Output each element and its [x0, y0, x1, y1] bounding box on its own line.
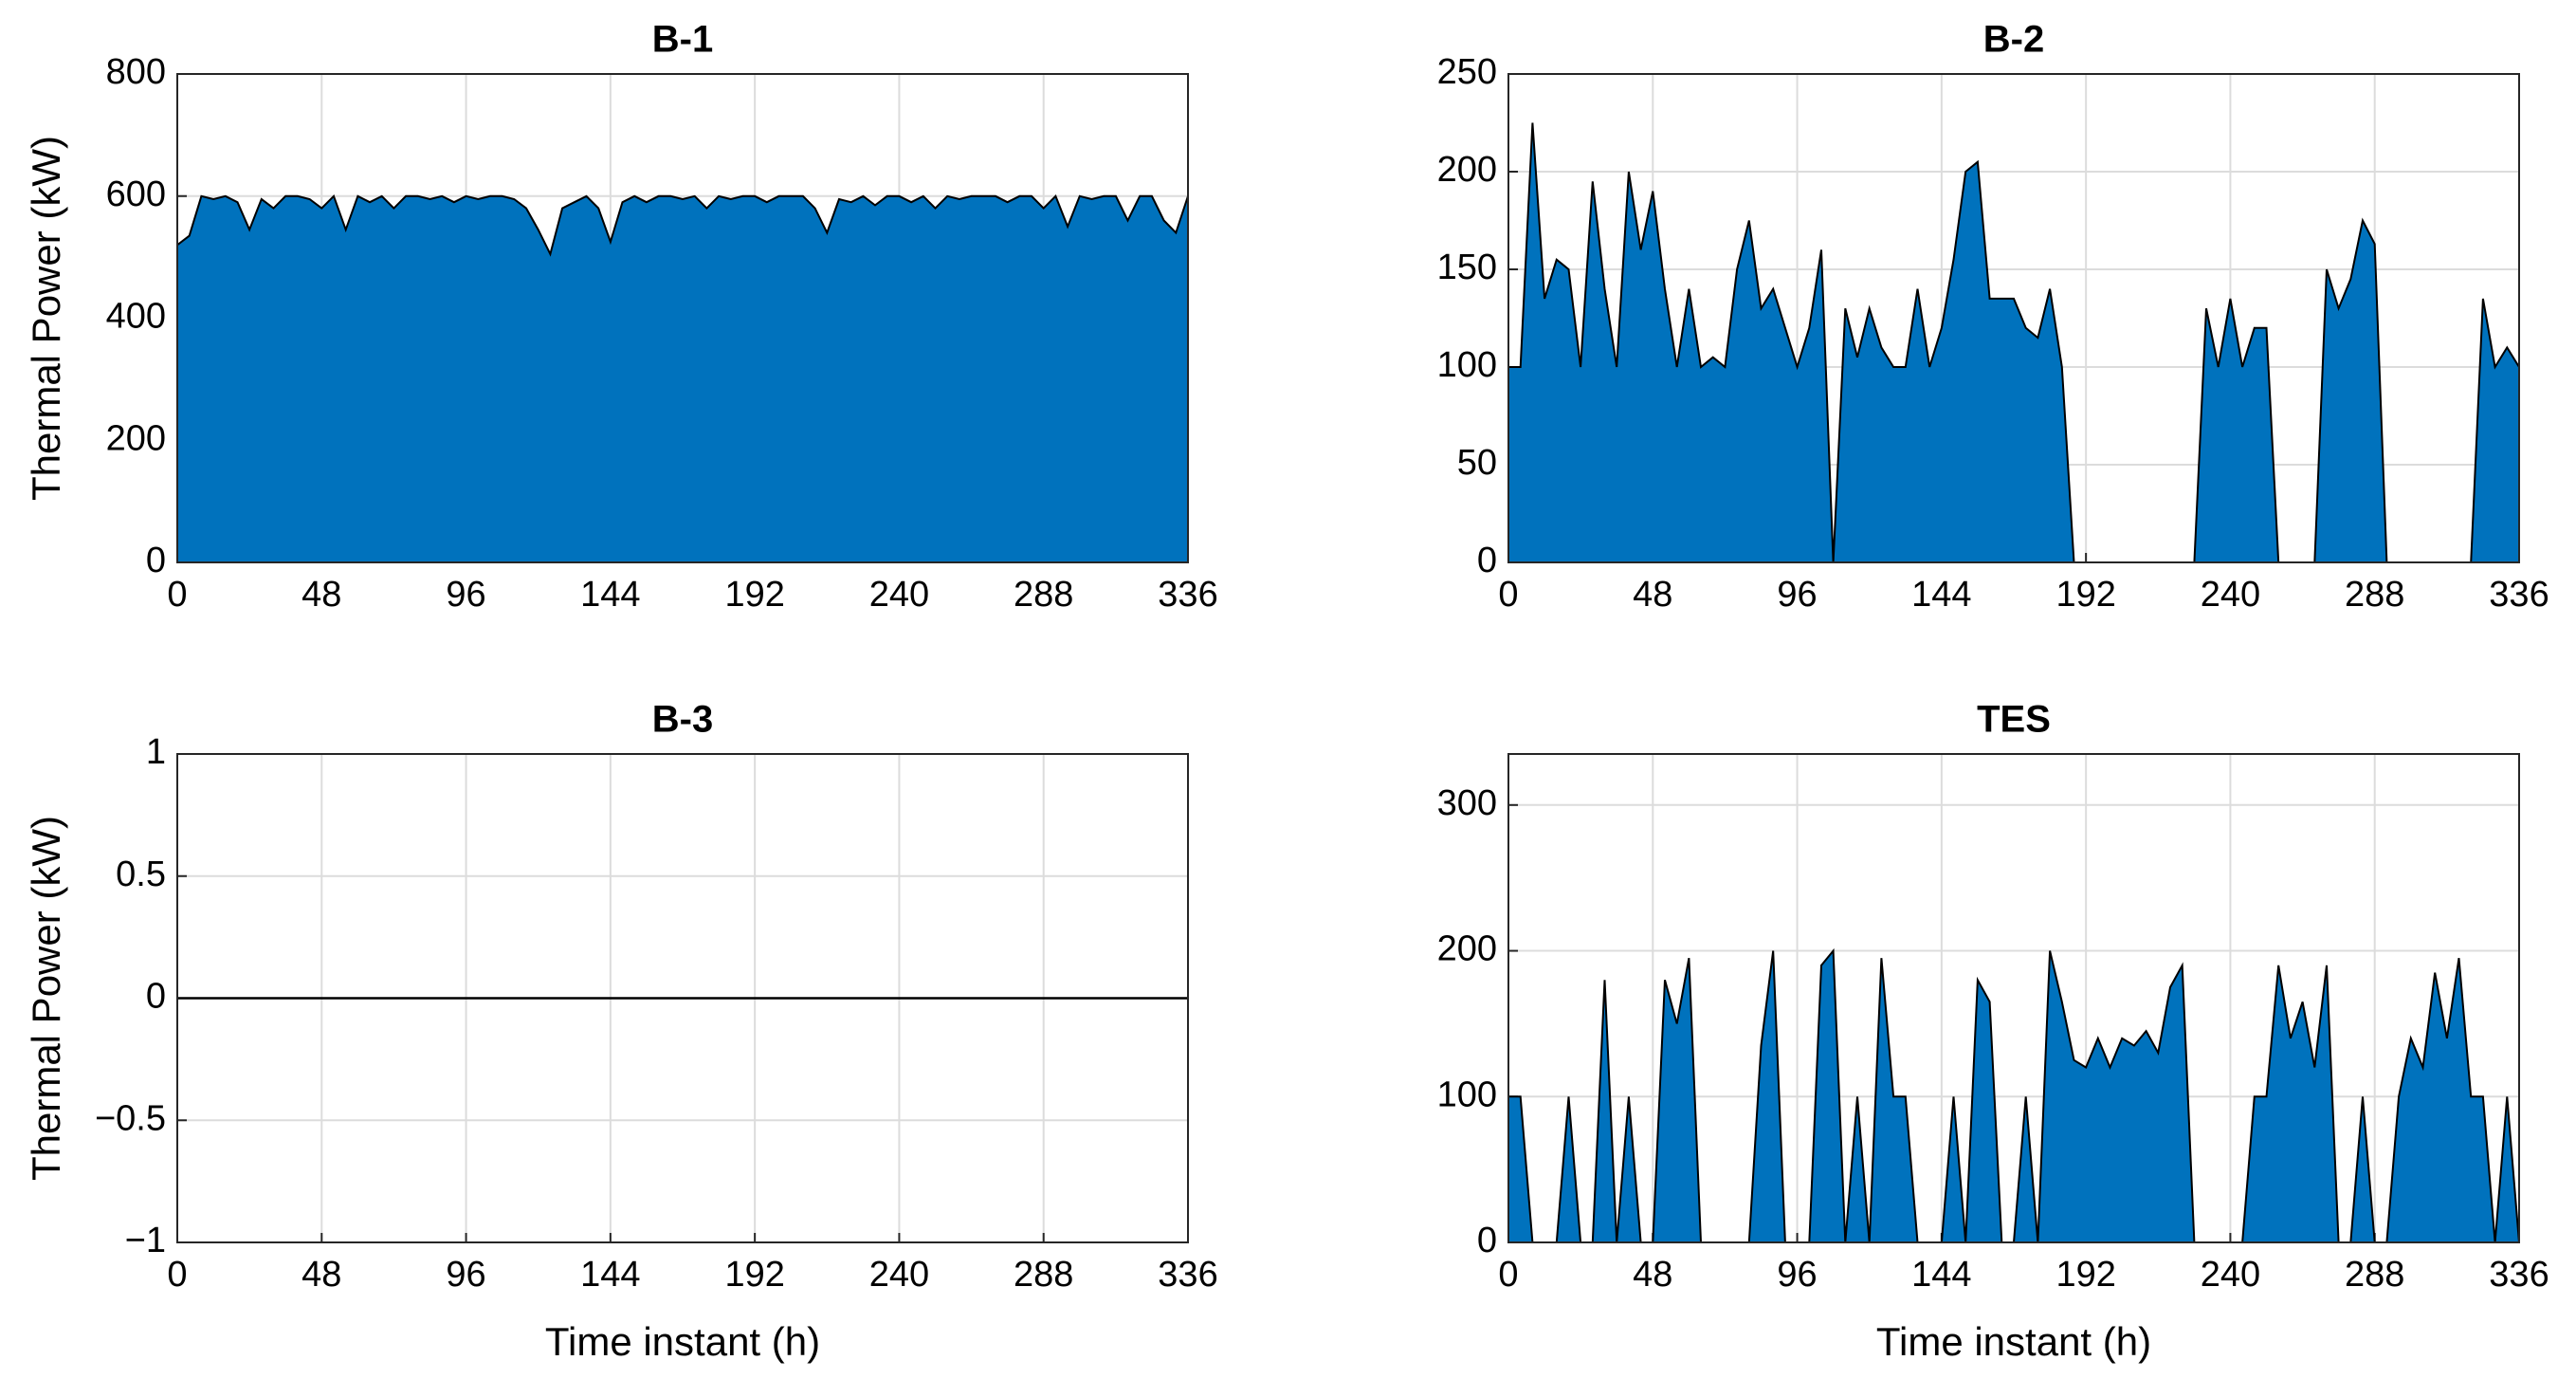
area-edge: [1508, 122, 2520, 563]
x-tick-label: 240: [869, 1255, 929, 1295]
x-tick-label: 0: [167, 1255, 187, 1295]
y-tick-label: 0: [1477, 541, 1497, 580]
y-tick-label: 1: [146, 732, 166, 772]
x-tick-label: 0: [167, 575, 187, 615]
x-axis-label: Time instant (h): [1876, 1319, 2151, 1364]
x-tick-label: 144: [1911, 1255, 1971, 1295]
y-tick-label: 300: [1437, 783, 1497, 823]
x-tick-label: 240: [869, 575, 929, 615]
x-tick-label: 336: [2489, 1255, 2549, 1295]
x-tick-label: 336: [1158, 1255, 1217, 1295]
x-tick-label: 96: [446, 1255, 485, 1295]
x-tick-label: 192: [724, 575, 784, 615]
x-tick-label: 336: [2489, 575, 2549, 615]
x-tick-label: 288: [2345, 1255, 2404, 1295]
x-tick-label: 144: [580, 575, 640, 615]
y-tick-label: 150: [1437, 248, 1497, 287]
y-tick-label: 250: [1437, 52, 1497, 92]
x-tick-label: 288: [1014, 1255, 1073, 1295]
y-tick-label: −0.5: [95, 1098, 166, 1138]
x-tick-label: 240: [2201, 1255, 2260, 1295]
area: [1508, 122, 2519, 562]
y-tick-label: 0.5: [116, 855, 166, 894]
x-tick-label: 48: [301, 575, 341, 615]
area-edge: [176, 193, 1189, 257]
plot-frame: [176, 753, 1189, 1243]
y-tick-label: 400: [106, 297, 166, 337]
x-tick-label: 192: [2055, 1255, 2115, 1295]
x-tick-label: 0: [1498, 575, 1518, 615]
x-tick-label: 144: [580, 1255, 640, 1295]
chart-title: TES: [1977, 699, 2051, 741]
y-tick-label: 100: [1437, 1075, 1497, 1114]
x-tick-label: 336: [1158, 575, 1217, 615]
chart-title: B-2: [1983, 19, 2044, 61]
plot-frame: [1507, 753, 2520, 1243]
area: [177, 195, 1188, 563]
x-tick-label: 48: [1633, 1255, 1672, 1295]
y-tick-label: 0: [146, 977, 166, 1017]
area: [1508, 950, 2519, 1242]
y-tick-label: 0: [146, 541, 166, 580]
y-axis-label: Thermal Power (kW): [24, 136, 68, 501]
x-tick-label: 240: [2201, 575, 2260, 615]
y-axis-label: Thermal Power (kW): [24, 816, 68, 1181]
plot-frame: [176, 73, 1189, 563]
y-tick-label: 100: [1437, 345, 1497, 385]
x-tick-label: 288: [1014, 575, 1073, 615]
x-tick-label: 96: [1777, 1255, 1817, 1295]
plot-frame: [1507, 73, 2520, 563]
x-tick-label: 96: [1777, 575, 1817, 615]
x-axis-label: Time instant (h): [545, 1319, 820, 1364]
x-tick-label: 48: [301, 1255, 341, 1295]
y-tick-label: 800: [106, 52, 166, 92]
x-tick-label: 192: [2055, 575, 2115, 615]
chart-title: B-1: [652, 19, 713, 61]
chart-title: B-3: [652, 699, 713, 741]
x-tick-label: 144: [1911, 575, 1971, 615]
y-tick-label: 600: [106, 175, 166, 214]
x-tick-label: 0: [1498, 1255, 1518, 1295]
y-tick-label: 50: [1457, 443, 1497, 483]
x-tick-label: 192: [724, 1255, 784, 1295]
x-tick-label: 48: [1633, 575, 1672, 615]
y-tick-label: 200: [106, 418, 166, 458]
y-tick-label: −1: [125, 1221, 166, 1260]
y-tick-label: 0: [1477, 1221, 1497, 1260]
y-tick-label: 200: [1437, 150, 1497, 190]
x-tick-label: 288: [2345, 575, 2404, 615]
x-tick-label: 96: [446, 575, 485, 615]
y-tick-label: 200: [1437, 929, 1497, 969]
